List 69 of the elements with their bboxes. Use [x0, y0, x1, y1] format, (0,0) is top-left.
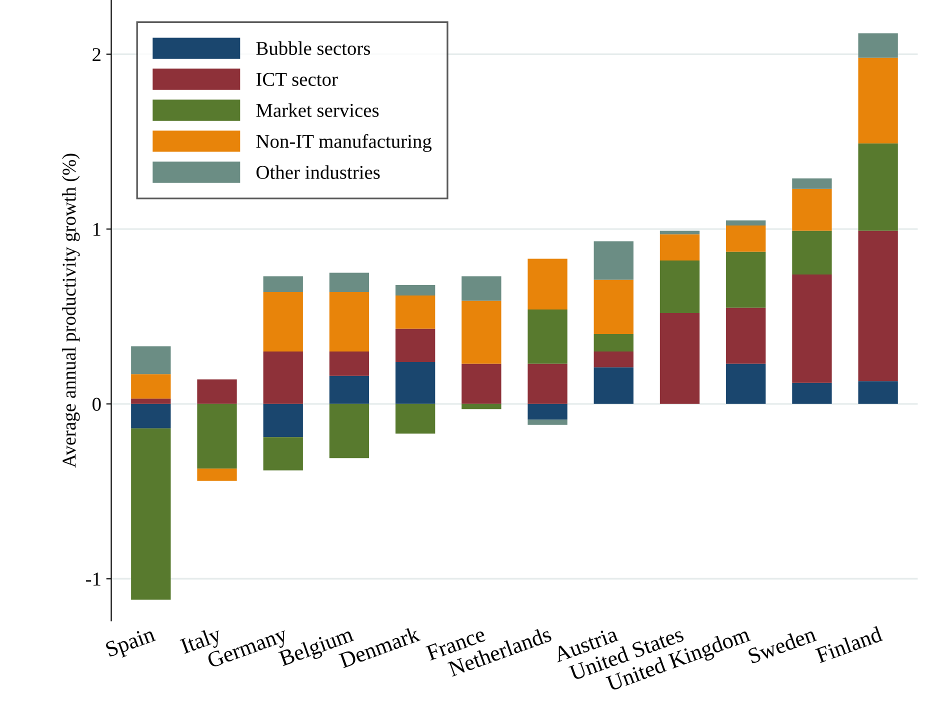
bar [594, 280, 634, 334]
bar [660, 260, 700, 313]
y-tick-label: 2 [92, 48, 100, 61]
bar [263, 404, 303, 438]
bar [792, 382, 832, 404]
bar [263, 276, 303, 292]
bar [858, 33, 898, 58]
bar [395, 362, 436, 404]
bar [329, 376, 370, 404]
bar [263, 437, 303, 470]
bar [528, 258, 568, 310]
bar [263, 292, 303, 352]
bar [329, 351, 370, 376]
bar [462, 364, 502, 404]
bar [792, 188, 832, 231]
bar [395, 328, 436, 362]
bar [528, 404, 568, 420]
bar [395, 404, 436, 434]
bar [726, 220, 766, 226]
bar [858, 58, 898, 144]
bar [792, 230, 832, 275]
bar [726, 252, 766, 308]
bar [594, 351, 634, 368]
legend-label: Bubble sectors [256, 41, 370, 55]
bar [858, 381, 898, 404]
bar [792, 274, 832, 383]
x-tick-label: Finland [814, 626, 884, 664]
bar [131, 374, 171, 399]
bar [197, 379, 237, 404]
bar [395, 285, 436, 296]
bar [395, 296, 436, 329]
bar [660, 234, 700, 261]
legend-label: Market services [256, 103, 379, 117]
bar [528, 309, 568, 364]
bar [131, 404, 171, 428]
legend-label: Other industries [256, 165, 380, 179]
bar [594, 241, 634, 280]
bar [462, 404, 502, 410]
x-tick-label: Spain [104, 626, 158, 662]
bar [858, 143, 898, 231]
bar [329, 272, 370, 292]
y-axis-title: Average annual productivity growth (%) [62, 154, 80, 468]
bar [726, 226, 766, 252]
bar [263, 351, 303, 404]
bar [329, 292, 370, 352]
bar [528, 420, 568, 425]
bar [528, 364, 568, 404]
bar [131, 346, 171, 374]
bar [594, 367, 634, 404]
legend-label: ICT sector [256, 72, 338, 86]
x-tick-label: Sweden [747, 626, 817, 664]
bar [462, 276, 502, 301]
bar [858, 230, 898, 382]
y-tick-label: -1 [86, 572, 100, 586]
bar [462, 300, 502, 364]
bar [131, 398, 171, 404]
bar [726, 308, 766, 364]
bar [594, 334, 634, 352]
bar [329, 404, 370, 458]
y-tick-label: 0 [92, 398, 101, 411]
bar [197, 404, 237, 469]
bar [197, 468, 237, 481]
bar [660, 312, 700, 404]
legend-label: Non-IT manufacturing [256, 134, 432, 152]
bar [792, 178, 832, 189]
bar [660, 230, 700, 234]
bar [131, 428, 171, 600]
y-tick-label: 1 [94, 222, 100, 236]
bar [726, 364, 766, 404]
